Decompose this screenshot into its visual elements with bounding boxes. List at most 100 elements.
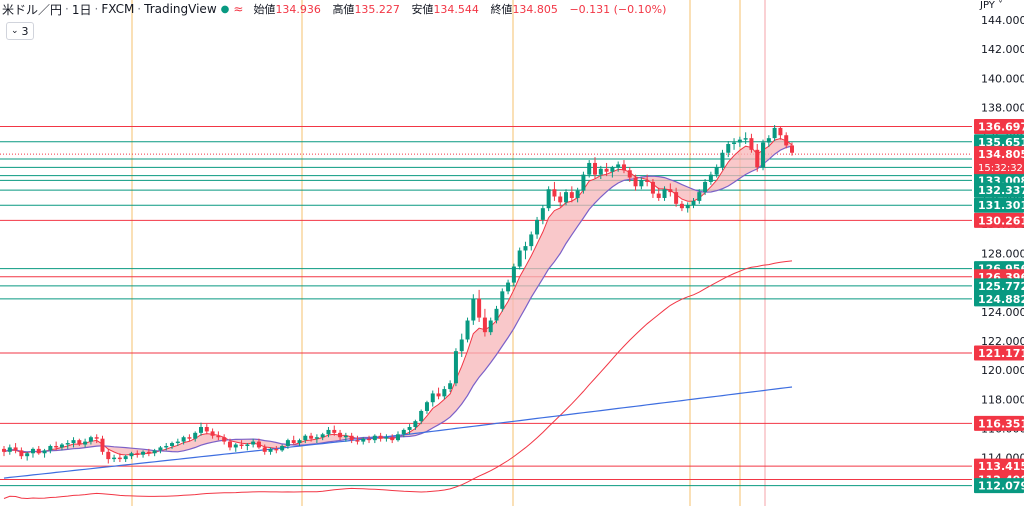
candle-body [59,444,64,448]
price-tag-label: 135.651 [978,136,1024,149]
candle-body [540,208,545,220]
price-tag-box [974,278,1024,294]
price-tag-label: 131.301 [978,199,1024,212]
candle-body [732,142,737,144]
candle-body [685,205,690,209]
candle-body [355,440,360,442]
candle-body [204,427,209,432]
candle-body [129,453,134,457]
candle-body [216,435,221,438]
candle-body [506,282,511,292]
symbol-name[interactable]: 米ドル／円 [2,2,63,17]
candle-body [720,152,725,168]
candle-body [627,170,632,178]
price-tag-label: 124.882 [978,293,1024,306]
price-tag-box [974,134,1024,150]
candle-body [71,440,76,444]
candle-body [112,457,117,460]
candle-body [181,437,186,442]
candle-body [668,189,673,193]
candle-body [7,447,12,452]
candle-body [575,190,580,198]
candle-body [285,440,290,446]
candle-body [633,177,638,187]
candle-body [703,181,708,193]
market-status-icon[interactable]: ● [220,3,230,15]
candle-body [100,438,105,452]
candle-body [482,317,487,333]
price-tag-box [974,291,1024,307]
candle-body [453,351,458,384]
candle-body [784,135,789,146]
ohlc-values: 始値134.936 高値135.227 安値134.544 終値134.805 … [253,1,666,17]
price-tag-label: 132.337 [978,184,1024,197]
candle-body [471,298,476,321]
close-label: 終値 [490,3,513,16]
candle-body [245,444,250,446]
candle-body [645,180,650,182]
candle-body [679,203,684,209]
horizontal-price-lines [0,126,972,487]
candle-body [30,448,35,454]
price-tick-label: 124.000 [981,306,1024,319]
price-tag-box [974,478,1024,494]
price-level-tags: 136.697135.651134.474133.901133.328133.0… [974,119,1024,494]
interval[interactable]: 1日 [71,2,92,17]
candle-body [378,435,383,439]
candle-body [193,432,198,439]
candle-body [650,181,655,194]
indicators-toggle-button[interactable]: ⌄ 3 [6,22,34,40]
candle-body [227,441,232,448]
countdown-label: 15:32:32 [978,163,1023,174]
candle-body [517,250,522,267]
candle-body [268,448,273,452]
price-tag-box [974,345,1024,361]
low-label: 安値 [411,3,434,16]
candle-body [621,164,626,171]
candle-body [314,437,319,439]
candle-body [349,435,354,441]
candle-body [36,448,41,454]
candle-body [106,451,111,460]
candle-body [564,192,569,203]
candle-body [488,320,493,333]
candle-body [251,441,256,445]
candle-body [407,427,412,430]
open-label: 始値 [253,3,276,16]
candle-body [372,435,377,441]
price-tick-label: 138.000 [981,102,1024,115]
candle-body [708,174,713,182]
price-tag-label: 112.079 [978,480,1024,493]
candle-body [77,440,82,445]
wave-icon[interactable]: ≈ [233,2,244,16]
candle-body [256,441,261,448]
price-tag-box [974,212,1024,228]
candle-body [152,450,157,454]
candle-body [210,431,215,436]
candle-body [88,437,93,442]
candle-body [761,142,766,168]
high-value: 135.227 [354,3,400,16]
candle-body [558,196,563,203]
current-price-label: 134.805 [978,148,1024,161]
candle-body [83,441,88,445]
candle-body [320,434,325,438]
candle-body [170,443,175,446]
price-tick-label: 120.000 [981,364,1024,377]
candle-body [419,410,424,422]
candle-body [766,138,771,143]
candle-body [436,393,441,397]
candle-body [303,435,308,441]
high-label: 高値 [332,3,355,16]
vertical-lines [131,0,766,506]
price-tag-box [974,458,1024,474]
candle-body [25,453,30,457]
price-tag-box [974,197,1024,213]
change-value: −0.131 (−0.10%) [569,3,667,16]
candle-body [494,308,499,321]
candle-body [511,266,516,283]
candle-body [326,429,331,435]
candle-body [309,435,314,439]
